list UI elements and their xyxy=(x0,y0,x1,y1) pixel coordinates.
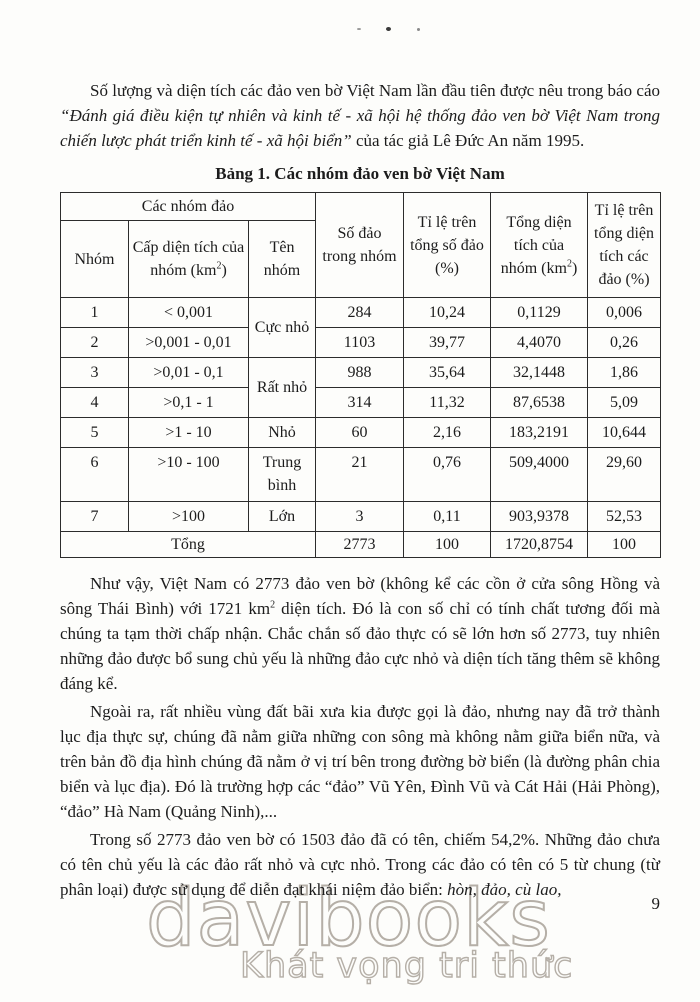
island-groups-table: Các nhóm đảo Số đảo trong nhóm Tỉ lệ trê… xyxy=(60,192,661,558)
header-so-dao: Số đảo trong nhóm xyxy=(315,192,404,298)
paragraph-names: Trong số 2773 đảo ven bờ có 1503 đảo đã … xyxy=(60,827,660,902)
watermark-slogan: Khát vọng tri thức xyxy=(239,945,574,986)
table-title: Bảng 1. Các nhóm đảo ven bờ Việt Nam xyxy=(215,164,505,183)
cell-cap: < 0,001 xyxy=(128,297,249,328)
cell-so-dao: 3 xyxy=(315,501,404,532)
paragraph-summary-pre: Như vậy, Việt Nam có 2773 đảo ven bờ (kh… xyxy=(60,574,660,618)
total-tile-dt: 100 xyxy=(587,531,661,558)
header-cap-text: Cấp diện tích của nhóm (km xyxy=(132,239,245,279)
header-cap: Cấp diện tích của nhóm (km2) xyxy=(128,220,249,298)
paragraph-intro-pre: Số lượng và diện tích các đảo ven bờ Việ… xyxy=(90,81,660,100)
scan-speck xyxy=(417,28,420,31)
cell-so-dao: 284 xyxy=(315,297,404,328)
cell-tong-dt: 87,6538 xyxy=(490,387,588,418)
total-tong-dt: 1720,8754 xyxy=(490,531,588,558)
superscript-2: 2 xyxy=(216,260,222,272)
cell-so-dao: 1103 xyxy=(315,327,404,358)
cell-cap: >1 - 10 xyxy=(128,417,249,448)
cell-ten-rat-nho: Rất nhỏ xyxy=(248,357,316,418)
paragraph-land-change: Ngoài ra, rất nhiều vùng đất bãi xưa kia… xyxy=(60,702,660,821)
header-tile-so: Tỉ lệ trên tổng số đảo (%) xyxy=(403,192,491,298)
report-title-quote: “Đánh giá điều kiện tự nhiên và kinh tế … xyxy=(60,106,660,150)
header-ten: Tên nhóm xyxy=(248,220,316,298)
cell-nhom: 2 xyxy=(60,327,129,358)
cell-tile-so: 39,77 xyxy=(403,327,491,358)
header-group: Các nhóm đảo xyxy=(60,192,316,221)
paragraph-intro-post: của tác giả Lê Đức An năm 1995. xyxy=(351,131,585,150)
cell-ten-cuc-nho: Cực nhỏ xyxy=(248,297,316,358)
header-cap-close: ) xyxy=(221,262,227,279)
cell-tile-so: 35,64 xyxy=(403,357,491,388)
cell-so-dao: 314 xyxy=(315,387,404,418)
cell-nhom: 7 xyxy=(60,501,129,532)
cell-ten-trung-binh: Trung bình xyxy=(248,447,316,502)
cell-tile-so: 2,16 xyxy=(403,417,491,448)
cell-tile-dt: 5,09 xyxy=(587,387,661,418)
cell-tile-dt: 0,26 xyxy=(587,327,661,358)
total-so-dao: 2773 xyxy=(315,531,404,558)
total-tile-so: 100 xyxy=(403,531,491,558)
cell-cap: >0,001 - 0,01 xyxy=(128,327,249,358)
header-nhom: Nhóm xyxy=(60,220,129,298)
page-number: 9 xyxy=(651,894,661,913)
cell-tong-dt: 4,4070 xyxy=(490,327,588,358)
table-row-7: 7 >100 Lớn 3 0,11 903,9378 52,53 xyxy=(60,501,661,532)
cell-tile-dt: 0,006 xyxy=(587,297,661,328)
total-label: Tổng xyxy=(60,531,316,558)
cell-tong-dt: 0,1129 xyxy=(490,297,588,328)
cell-nhom: 4 xyxy=(60,387,129,418)
table-row-6: 6 >10 - 100 Trung bình 21 0,76 509,4000 … xyxy=(60,447,661,502)
paragraph-intro: Số lượng và diện tích các đảo ven bờ Việ… xyxy=(60,78,660,153)
table-header-row-2: Nhóm Cấp diện tích của nhóm (km2) Tên nh… xyxy=(60,220,661,298)
scan-speck xyxy=(386,27,391,31)
header-tong-dt: Tổng diện tích của nhóm (km2) xyxy=(490,192,588,298)
superscript-2: 2 xyxy=(270,599,276,611)
header-tong-dt-close: ) xyxy=(571,259,578,277)
superscript-2: 2 xyxy=(566,258,572,270)
cell-tong-dt: 903,9378 xyxy=(490,501,588,532)
header-tong-dt-text: Tổng diện tích của nhóm (km xyxy=(500,213,572,277)
cell-cap: >100 xyxy=(128,501,249,532)
cell-cap: >0,01 - 0,1 xyxy=(128,357,249,388)
cell-cap: >0,1 - 1 xyxy=(128,387,249,418)
table-total-row: Tổng 2773 100 1720,8754 100 xyxy=(60,531,661,558)
scan-speck xyxy=(357,28,361,30)
island-terms-italic: hòn, đảo, cù lao, xyxy=(447,880,562,899)
cell-so-dao: 21 xyxy=(315,447,404,502)
cell-nhom: 3 xyxy=(60,357,129,388)
cell-nhom: 5 xyxy=(60,417,129,448)
cell-tile-dt: 1,86 xyxy=(587,357,661,388)
paragraph-summary: Như vậy, Việt Nam có 2773 đảo ven bờ (kh… xyxy=(60,571,660,696)
table-row-5: 5 >1 - 10 Nhỏ 60 2,16 183,2191 10,644 xyxy=(60,417,661,448)
cell-cap: >10 - 100 xyxy=(128,447,249,502)
paragraph-names-pre: Trong số 2773 đảo ven bờ có 1503 đảo đã … xyxy=(60,830,660,899)
cell-ten-lon: Lớn xyxy=(248,501,316,532)
cell-tile-so: 0,11 xyxy=(403,501,491,532)
cell-so-dao: 60 xyxy=(315,417,404,448)
table-row-1: 1 < 0,001 Cực nhỏ 284 10,24 0,1129 0,006 xyxy=(60,297,661,358)
page-content: Số lượng và diện tích các đảo ven bờ Việ… xyxy=(60,78,661,902)
cell-tile-so: 0,76 xyxy=(403,447,491,502)
table-row-3: 3 >0,01 - 0,1 Rất nhỏ 988 35,64 32,1448 … xyxy=(60,357,661,418)
cell-ten-nho: Nhỏ xyxy=(248,417,316,448)
cell-tile-so: 11,32 xyxy=(403,387,491,418)
cell-tong-dt: 32,1448 xyxy=(490,357,588,388)
cell-tong-dt: 183,2191 xyxy=(490,417,588,448)
cell-nhom: 6 xyxy=(60,447,129,502)
cell-nhom: 1 xyxy=(60,297,129,328)
table-row-2: 2 >0,001 - 0,01 1103 39,77 4,4070 0,26 xyxy=(60,327,661,358)
cell-tong-dt: 509,4000 xyxy=(490,447,588,502)
cell-tile-so: 10,24 xyxy=(403,297,491,328)
table-header-row-1: Các nhóm đảo Số đảo trong nhóm Tỉ lệ trê… xyxy=(60,192,661,298)
cell-tile-dt: 29,60 xyxy=(587,447,661,502)
cell-so-dao: 988 xyxy=(315,357,404,388)
paragraph-summary-post: diện tích. Đó là con số chỉ có tính chất… xyxy=(60,599,660,693)
cell-tile-dt: 10,644 xyxy=(587,417,661,448)
header-tile-dt: Tỉ lệ trên tổng diện tích các đảo (%) xyxy=(587,192,661,298)
cell-tile-dt: 52,53 xyxy=(587,501,661,532)
table-row-4: 4 >0,1 - 1 314 11,32 87,6538 5,09 xyxy=(60,387,661,418)
